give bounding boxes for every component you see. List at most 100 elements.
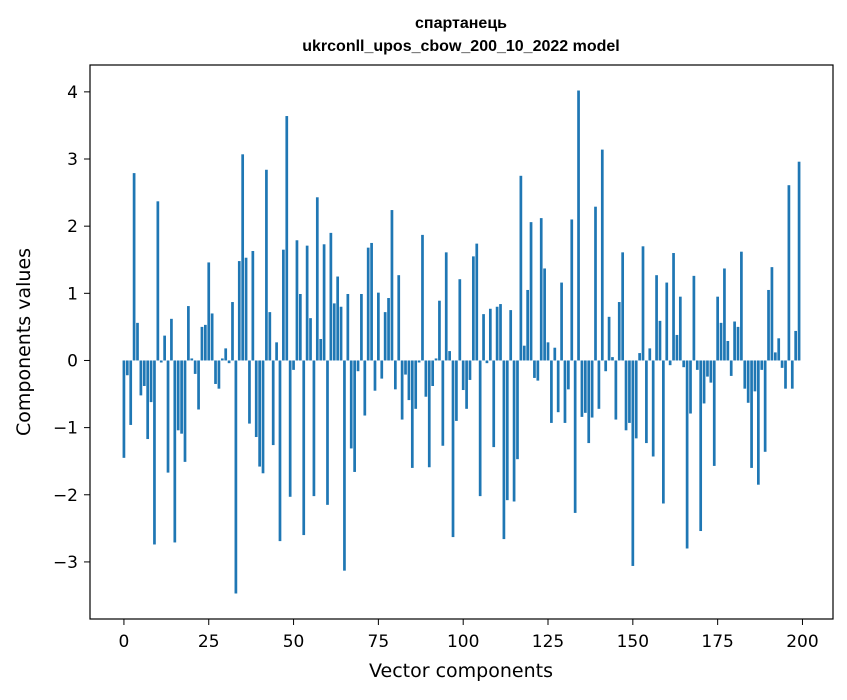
bar [468,360,472,380]
bar [305,245,309,361]
x-axis-label: Vector components [369,660,553,682]
y-tick-label: 0 [67,351,78,371]
x-tick-label: 0 [119,632,130,652]
bar [706,360,709,377]
bar [380,360,384,379]
bar [312,360,316,497]
bar [132,173,136,361]
bar [237,261,241,361]
bar [784,360,787,389]
bar [407,360,411,401]
bar [543,268,546,361]
bar [624,360,628,431]
bar [502,360,506,540]
bar [567,360,570,390]
bar [583,360,587,413]
bar [251,251,255,361]
bar [214,360,217,384]
bar [628,360,631,423]
bar [638,353,641,361]
bar [295,240,299,361]
y-tick-label: 3 [67,150,78,170]
bar [278,360,282,542]
bar [153,360,156,545]
bar [231,302,234,361]
bar [322,244,326,361]
bar [410,360,414,468]
y-tick-label: 2 [67,217,78,237]
bar [522,345,526,361]
bar [234,360,238,594]
bar [170,318,173,361]
bar [743,360,747,389]
bar [736,326,740,361]
bar [404,360,407,375]
y-tick-label: 4 [67,83,78,103]
bar [665,282,669,361]
bar [614,360,618,420]
bar [203,324,207,361]
bar [536,360,540,381]
bar [675,334,679,361]
bar [550,360,553,423]
bar [326,360,329,505]
bar [377,292,380,361]
bar [356,360,360,372]
bar [254,360,258,438]
bar [723,268,726,361]
bar [129,360,133,425]
y-tick-label: 1 [67,284,78,304]
bar [763,360,767,452]
bar [662,360,665,504]
y-axis-label: Components values [13,248,35,436]
bar [519,175,523,361]
bar [526,289,530,361]
bar [166,360,170,473]
bar [787,185,791,361]
bar [495,306,499,361]
bar [465,360,468,409]
bar [193,360,197,374]
bar [414,360,418,409]
x-tick-label: 100 [447,632,479,652]
bar [475,243,479,361]
bar [634,360,638,439]
bar [505,360,509,501]
bar [488,308,492,361]
plot-frame [89,64,834,620]
bar [767,289,770,361]
bar [190,358,194,361]
bar [461,360,465,391]
bar [122,360,126,458]
x-tick-label: 25 [198,632,220,652]
bar [173,360,177,543]
x-axis-ticks: 0 25 50 75 100 125 150 175 200 [119,619,819,652]
bar [712,360,716,466]
bar [397,275,401,361]
bar [370,242,373,361]
bar [597,360,601,409]
bar [438,300,441,361]
bar [390,210,394,361]
bar [570,219,574,361]
bar [431,360,435,386]
bar [553,347,557,361]
bar [261,360,265,474]
bar [451,360,455,538]
bar [729,360,733,376]
bars [122,90,801,594]
bar [621,252,625,361]
bar [275,342,278,361]
bar [387,298,390,361]
y-axis-ticks: −3 −2 −1 0 1 2 3 4 [53,83,90,573]
bar [244,257,248,361]
bar [533,360,536,378]
bar [580,360,584,417]
bar [780,360,784,368]
y-tick-label: −1 [53,419,78,439]
bar [125,360,129,376]
bar [200,326,204,361]
bar [726,340,730,361]
bar [472,256,475,361]
